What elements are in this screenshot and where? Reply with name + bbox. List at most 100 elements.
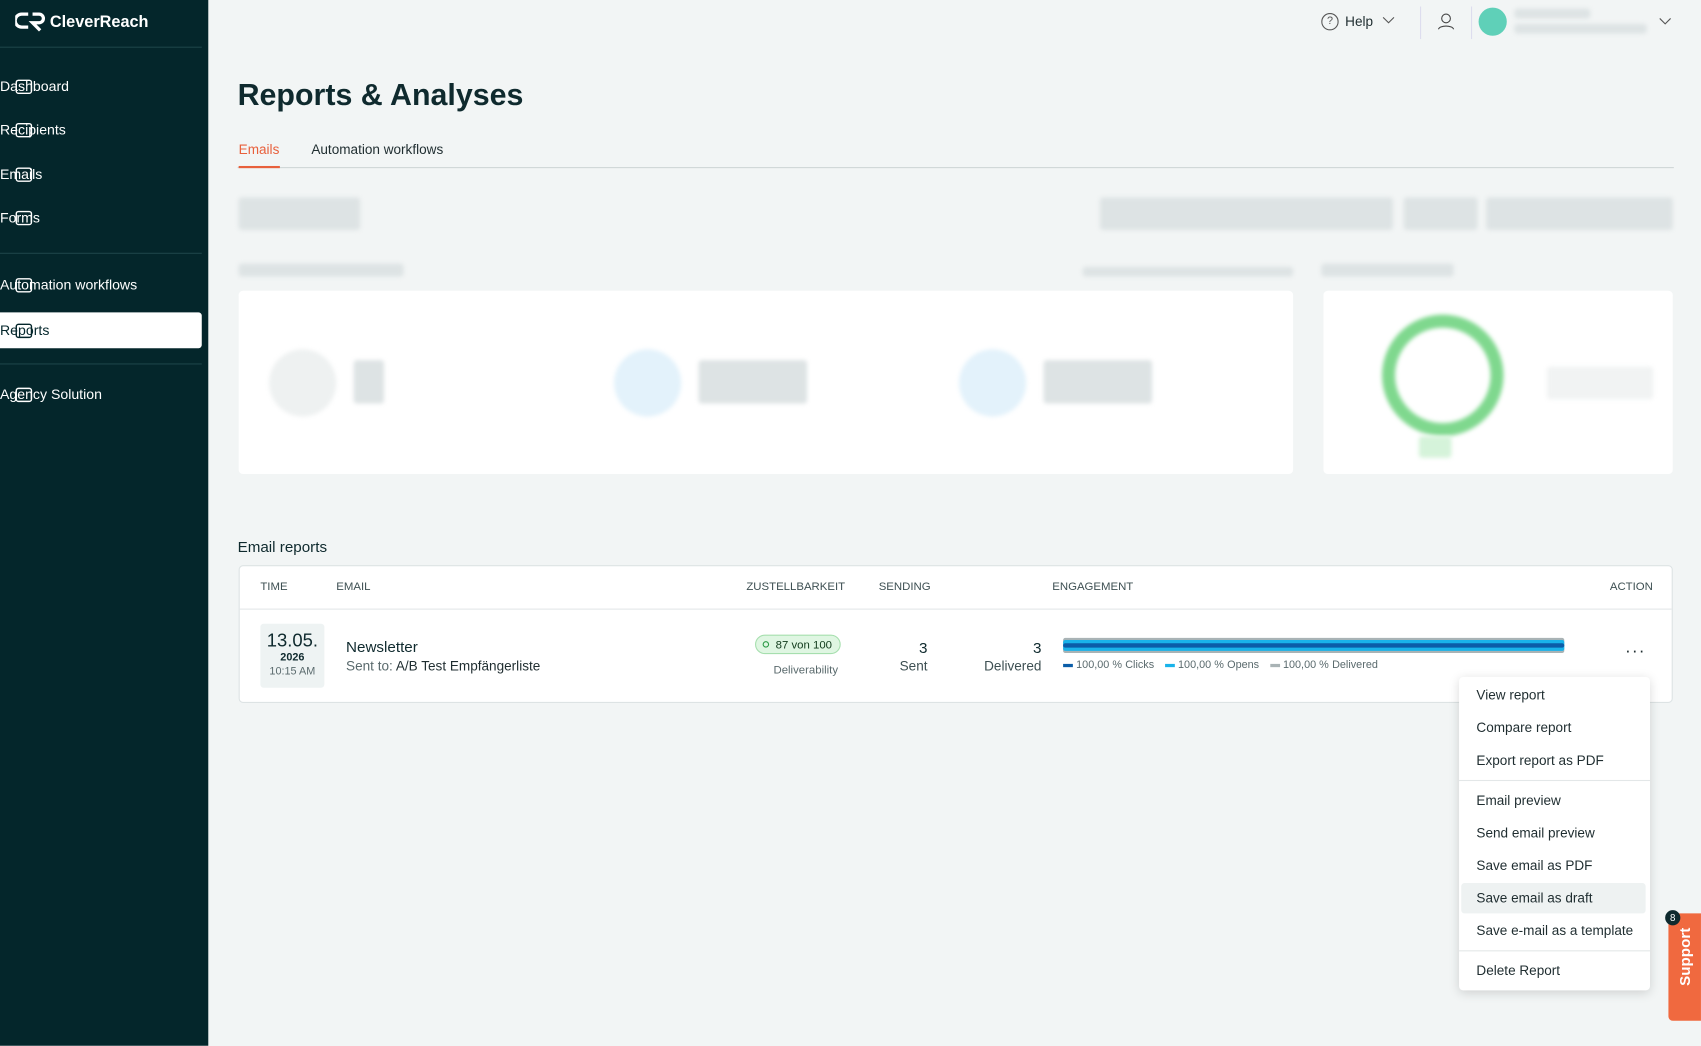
nav-item[interactable]: Dashboard — [0, 68, 202, 104]
sent-label: Sent — [899, 658, 928, 674]
kpi — [698, 360, 808, 404]
divider — [1420, 6, 1422, 40]
date-box: 13.05. 2026 10:15 AM — [260, 623, 325, 688]
section-label — [238, 263, 404, 277]
nav-item[interactable]: Automation workflows — [0, 267, 202, 303]
legend-item: 100,00 % Opens — [1165, 659, 1260, 672]
menu-item[interactable]: Export report as PDF — [1476, 752, 1604, 768]
column-header: TIME — [260, 580, 288, 594]
nav-label: Automation workflows — [0, 276, 138, 293]
delivered-label: Delivered — [984, 658, 1042, 674]
menu-item[interactable]: Save email as draft — [1461, 882, 1646, 914]
tab-underline — [238, 165, 280, 169]
divider — [239, 608, 1672, 610]
legend-value: 100,00 % — [1076, 659, 1122, 672]
deliverability-card — [1323, 290, 1673, 475]
menu-item[interactable]: Compare report — [1476, 720, 1572, 736]
avatar[interactable] — [1478, 7, 1507, 36]
divider — [0, 46, 202, 48]
account-icon[interactable] — [1436, 12, 1456, 32]
kpi — [353, 360, 385, 404]
icon — [958, 349, 1027, 417]
logo — [15, 12, 45, 32]
help-icon[interactable]: ? — [1321, 13, 1339, 31]
list-name: A/B Test Empfängerliste — [395, 658, 541, 674]
delivered-count: 3 — [1032, 638, 1042, 657]
column-header: EMAIL — [336, 580, 371, 594]
action-button[interactable]: ··· — [1625, 642, 1646, 661]
date: 13.05. — [266, 630, 318, 651]
filter[interactable] — [1403, 197, 1478, 230]
tab[interactable]: Automation workflows — [311, 142, 444, 158]
support-label[interactable]: Support — [1676, 927, 1694, 986]
column-header: ACTION — [1609, 580, 1653, 594]
page-title: Reports & Analyses — [237, 78, 524, 112]
nav-item[interactable]: Recipients — [0, 112, 202, 148]
column-header: ENGAGEMENT — [1052, 580, 1134, 594]
filter[interactable] — [1486, 197, 1673, 230]
support-badge: 8 — [1665, 910, 1681, 926]
menu-item[interactable]: View report — [1476, 687, 1545, 703]
menu-item[interactable]: Email preview — [1476, 793, 1561, 809]
sent-to: Sent to: A/B Test Empfängerliste — [346, 658, 540, 673]
report-table — [238, 565, 1673, 703]
filter[interactable] — [1099, 197, 1393, 230]
icon — [269, 349, 337, 417]
legend-swatch — [1063, 663, 1073, 668]
nav-item[interactable]: Emails — [0, 156, 202, 192]
sent-count: 3 — [919, 638, 928, 657]
time: 10:15 AM — [269, 666, 316, 678]
dot — [762, 641, 770, 648]
column-header: SENDING — [878, 580, 931, 594]
legend-swatch — [1165, 663, 1175, 668]
engagement-segment — [1063, 643, 1565, 648]
section-label — [1321, 263, 1454, 277]
divider — [0, 363, 202, 365]
legend-item: 100,00 % Clicks — [1063, 659, 1155, 672]
legend-item: 100,00 % Delivered — [1269, 659, 1378, 672]
brand: CleverReach — [49, 13, 149, 32]
score-label: Deliverability — [773, 663, 839, 677]
email-name[interactable]: Newsletter — [346, 637, 418, 656]
legend-name: Clicks — [1125, 659, 1155, 672]
tab[interactable]: Emails — [238, 142, 280, 158]
badge — [1418, 436, 1452, 458]
filter[interactable] — [238, 197, 361, 230]
gauge — [1382, 314, 1504, 437]
kpi — [1043, 360, 1153, 404]
chevron — [1659, 18, 1671, 25]
menu-item[interactable]: Save e-mail as a template — [1476, 922, 1634, 938]
user-name — [1514, 8, 1591, 19]
legend-value: 100,00 % — [1282, 659, 1329, 672]
nav-item[interactable]: Agency Solution — [0, 376, 202, 412]
section-heading: Email reports — [237, 538, 328, 556]
kpi-card — [238, 290, 1294, 475]
column-header: ZUSTELLBARKEIT — [746, 580, 846, 594]
section-label — [1082, 266, 1294, 277]
engagement-legend: 100,00 % Clicks 100,00 % Opens 100,00 % Deliv… — [1063, 659, 1378, 672]
nav-item[interactable]: Reports — [0, 312, 202, 349]
support-tab[interactable]: Support — [1668, 913, 1701, 1021]
menu-divider — [1459, 950, 1650, 952]
button[interactable] — [1546, 366, 1654, 400]
tab-line — [237, 167, 1674, 169]
nav-label: Reports — [0, 322, 50, 339]
nav-label: Agency Solution — [0, 386, 102, 403]
sent-to-label: Sent to: — [346, 658, 393, 674]
menu-item[interactable]: Send email preview — [1476, 825, 1595, 841]
divider — [0, 252, 202, 254]
menu-item[interactable]: Save email as PDF — [1476, 858, 1593, 874]
help-button[interactable]: Help — [1345, 14, 1374, 30]
sidebar: CleverReach Dashboard Recipients Emails For… — [0, 0, 209, 1046]
user-email — [1514, 23, 1647, 34]
year: 2026 — [280, 651, 305, 664]
nav-label: Dashboard — [0, 78, 70, 95]
legend-name: Opens — [1227, 659, 1260, 672]
score: 87 von 100 — [775, 638, 833, 652]
nav-item[interactable]: Forms — [0, 200, 202, 236]
menu-item[interactable]: Delete Report — [1476, 963, 1561, 979]
menu-divider — [1459, 780, 1650, 782]
nav-label: Forms — [0, 209, 40, 226]
